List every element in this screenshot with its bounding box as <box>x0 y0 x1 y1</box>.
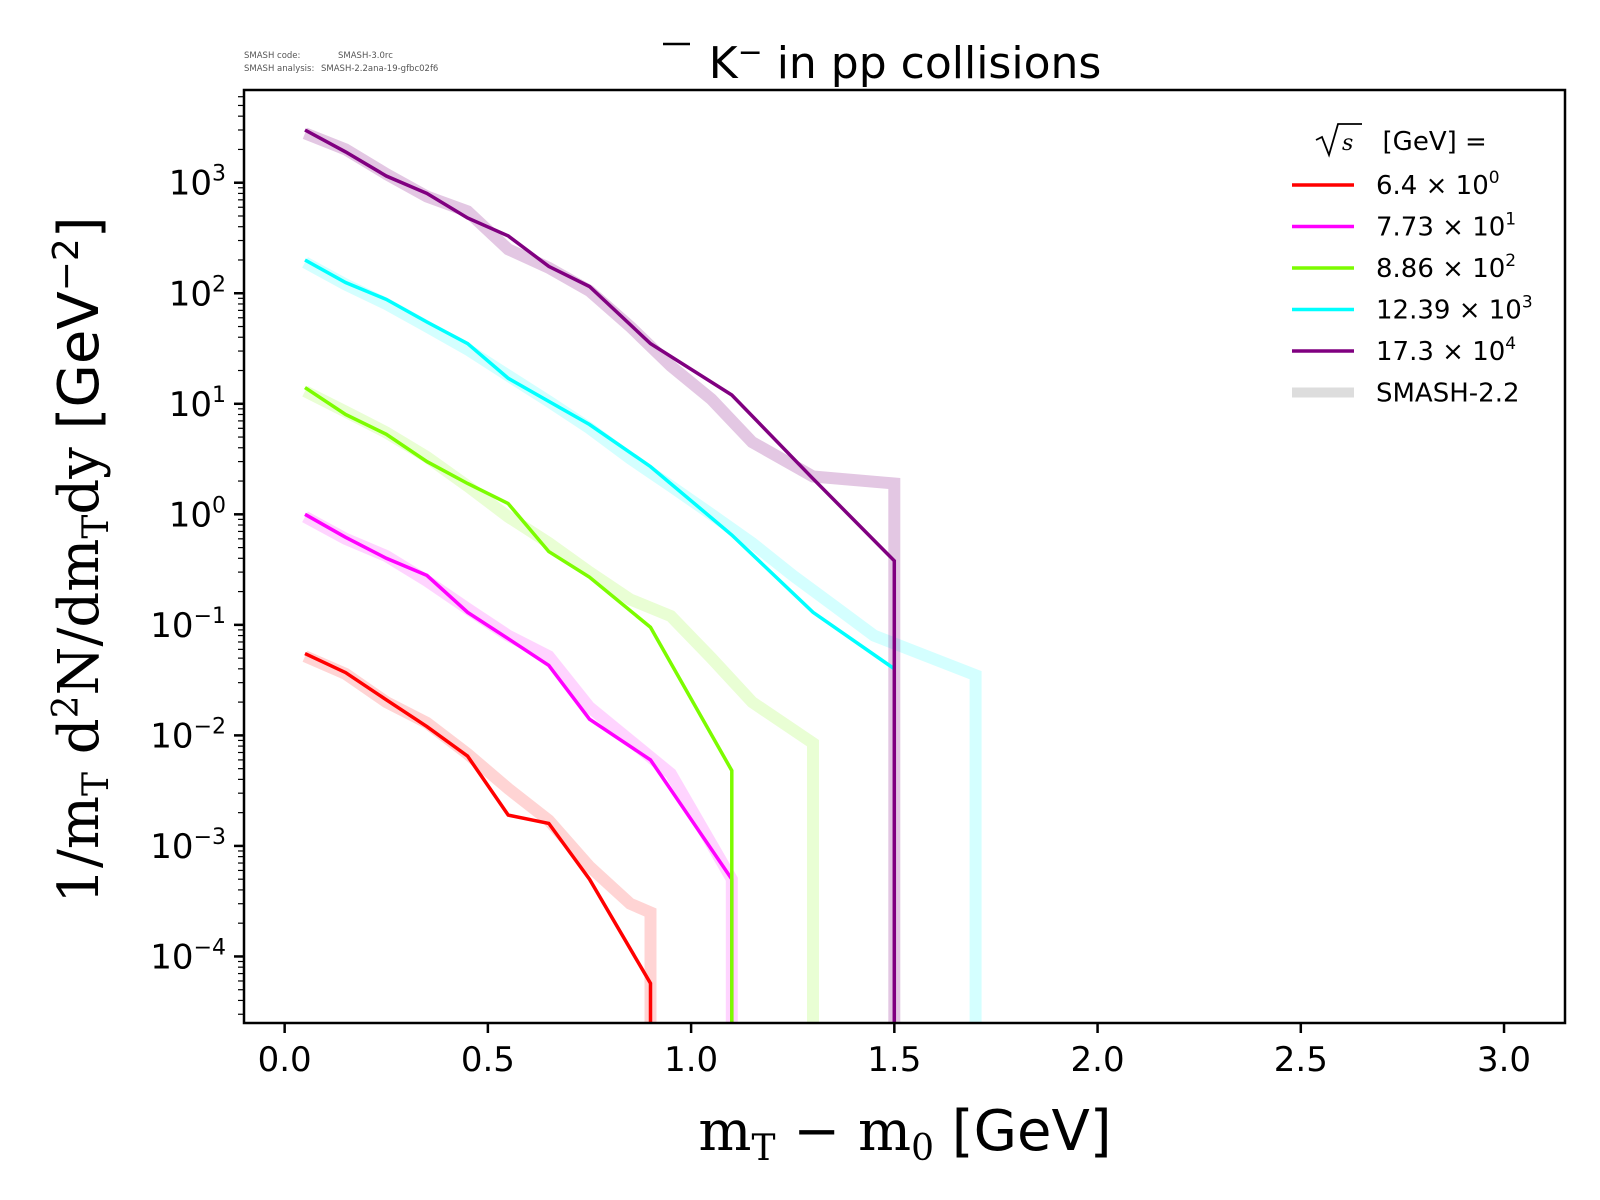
legend-label-1: 7.73 × 101 <box>1376 210 1516 243</box>
reference-curve-2 <box>302 385 819 1023</box>
legend-title-rest: [GeV] = <box>1366 127 1487 157</box>
legend-label-4: 17.3 × 104 <box>1376 334 1516 367</box>
ylabel-unit-close: ] <box>47 216 112 238</box>
series-line-0 <box>304 652 653 1023</box>
x-tick-label-3: 1.5 <box>867 1040 921 1080</box>
title-particle: K <box>709 38 739 89</box>
xlabel-unit: [GeV] <box>934 1099 1112 1164</box>
xlabel-m: m <box>698 1099 751 1164</box>
series-line-4 <box>304 128 897 1023</box>
y-tick-label-3: 100 <box>169 493 226 535</box>
x-tick-label-2: 1.0 <box>664 1040 718 1080</box>
title-charge: − <box>738 35 763 70</box>
y-tick-label-4: 10−1 <box>150 604 226 646</box>
xlabel-sub-0: 0 <box>911 1128 934 1169</box>
xlabel-minus: − <box>775 1099 858 1164</box>
x-tick-label-4: 2.0 <box>1071 1040 1125 1080</box>
watermark-analysis-label: SMASH analysis: <box>244 64 314 74</box>
ylabel-p2: d <box>47 718 112 772</box>
ylabel-p1: 1/m <box>47 796 112 904</box>
watermark: SMASH code: SMASH-3.0rc SMASH analysis: … <box>244 51 438 74</box>
legend-entries: 6.4 × 100 7.73 × 101 8.86 × 102 12.39 × 103… <box>1292 168 1533 409</box>
xlabel-m0: m <box>858 1099 911 1164</box>
y-tick-label-2: 101 <box>169 383 226 425</box>
reference-curve-3 <box>302 257 982 1023</box>
series-line-3 <box>304 258 896 671</box>
chart-title: K− in pp collisions <box>709 35 1102 89</box>
y-tick-label-1: 102 <box>169 272 226 314</box>
sqrt-sign-icon <box>1315 123 1362 158</box>
ylabel-unit-sup: −2 <box>46 238 87 291</box>
y-axis: 103 102 101 100 10−1 10−2 10−3 10−4 <box>150 96 244 1015</box>
ylabel-sub1: T <box>76 772 117 796</box>
ylabel-p4: dy <box>47 447 112 515</box>
watermark-analysis-value: SMASH-2.2ana-19-gfbc02f6 <box>321 64 438 74</box>
watermark-code-label: SMASH code: <box>244 51 300 61</box>
y-tick-label-6: 10−3 <box>150 825 226 867</box>
y-tick-label-5: 10−2 <box>150 714 226 756</box>
y-tick-label-0: 103 <box>169 162 226 204</box>
series-line-1 <box>304 512 734 1023</box>
x-axis: 0.0 0.5 1.0 1.5 2.0 2.5 3.0 <box>258 1023 1531 1080</box>
y-axis-label: 1/mT d2N/dmTdy [GeV−2] <box>46 216 117 903</box>
reference-curve-4 <box>302 127 901 1023</box>
ylabel-sup: 2 <box>46 695 87 718</box>
x-tick-label-0: 0.0 <box>258 1040 312 1080</box>
ylabel-sub2: T <box>76 515 117 539</box>
ylabel-p3: N/dm <box>47 539 112 696</box>
legend-title-s: s <box>1342 131 1353 156</box>
legend-label-0: 6.4 × 100 <box>1376 168 1500 201</box>
watermark-code-value: SMASH-3.0rc <box>338 51 393 61</box>
y-tick-label-7: 10−4 <box>150 935 226 977</box>
legend: s [GeV] = 6.4 × 100 7.73 × 101 8.86 × 102 1… <box>1292 123 1533 409</box>
legend-label-3: 12.39 × 103 <box>1376 293 1533 326</box>
title-rest: in pp collisions <box>763 38 1102 89</box>
x-axis-label: mT − m0 [GeV] <box>698 1099 1111 1169</box>
reference-curves <box>302 127 982 1023</box>
data-curves <box>304 128 897 1023</box>
legend-title: s [GeV] = <box>1315 123 1487 158</box>
xlabel-sub-t: T <box>751 1128 775 1169</box>
ylabel-unit-open: [GeV <box>47 291 112 447</box>
legend-label-5: SMASH-2.2 <box>1376 379 1520 409</box>
series-line-2 <box>304 386 734 1023</box>
x-tick-label-6: 3.0 <box>1477 1040 1531 1080</box>
x-tick-label-5: 2.5 <box>1274 1040 1328 1080</box>
x-tick-label-1: 0.5 <box>461 1040 515 1080</box>
plot-frame <box>242 88 1567 1025</box>
legend-label-2: 8.86 × 102 <box>1376 251 1516 284</box>
